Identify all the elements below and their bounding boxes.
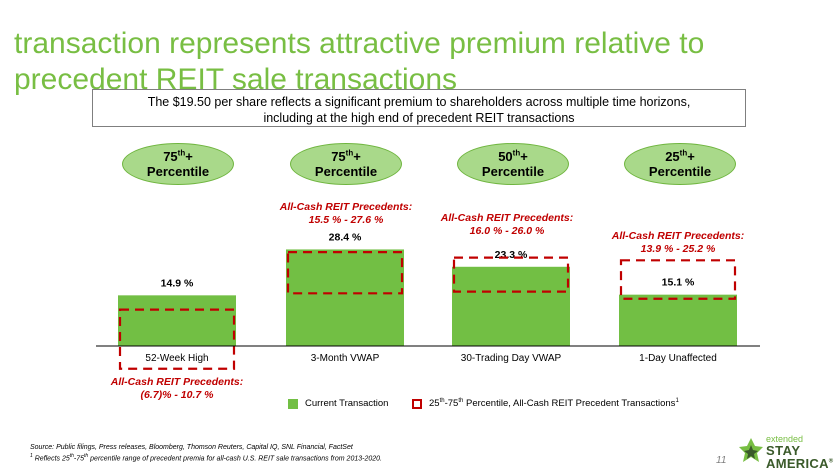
- precedent-range-box: [619, 259, 737, 300]
- precedent-range-box: [286, 251, 404, 295]
- pill-label: Percentile: [481, 164, 545, 179]
- logo-leaf-icon: [739, 438, 763, 462]
- pill-label: Percentile: [314, 164, 378, 179]
- pill-rank: 75: [331, 149, 346, 164]
- legend-range-label: 25th-75th Percentile, All-Cash REIT Prec…: [429, 398, 679, 409]
- percentile-pill-52-week-high: 75th+ Percentile: [122, 143, 234, 185]
- bar-value-label: 28.4 %: [329, 231, 362, 243]
- logo-registered-mark: ®: [828, 458, 834, 465]
- percentile-pill-30-day-vwap: 50th+ Percentile: [457, 143, 569, 185]
- category-label: 30-Trading Day VWAP: [461, 353, 562, 364]
- pill-plus: +: [687, 149, 695, 164]
- footnote-pre: Reflects 25: [32, 455, 70, 463]
- extended-stay-america-logo: extended STAY AMERICA®: [738, 432, 838, 472]
- logo-extended: extended: [766, 434, 804, 444]
- precedent-title: All-Cash REIT Precedents:: [279, 201, 413, 213]
- percentile-pill-3-month-vwap: 75th+ Percentile: [290, 143, 402, 185]
- logo-america-text: AMERICA: [766, 456, 829, 471]
- pill-label: Percentile: [146, 164, 210, 179]
- bar-value-label: 23.3 %: [495, 249, 528, 261]
- precedent-title: All-Cash REIT Precedents:: [110, 376, 244, 388]
- pill-plus: +: [353, 149, 361, 164]
- pill-suffix: th: [345, 148, 354, 158]
- legend-precedent-range: 25th-75th Percentile, All-Cash REIT Prec…: [412, 398, 679, 409]
- precedent-label-52-week-high: All-Cash REIT Precedents: (6.7)% - 10.7 …: [92, 376, 262, 402]
- pill-suffix: th: [177, 148, 186, 158]
- precedent-title: All-Cash REIT Precedents:: [440, 212, 574, 224]
- bar-current-transaction: [452, 266, 570, 346]
- footnote-marker: 1: [30, 453, 33, 459]
- pill-suffix: th: [512, 148, 521, 158]
- pill-label: Percentile: [648, 164, 712, 179]
- source-line: Source: Public filings, Press releases, …: [30, 444, 353, 451]
- page-title: transaction represents attractive premiu…: [14, 27, 705, 97]
- footnote-sup1: th: [69, 453, 74, 459]
- pill-plus: +: [520, 149, 528, 164]
- footnote-mid: -75: [73, 455, 85, 463]
- bar-current-transaction: [619, 294, 737, 346]
- legend-range-sup1: th: [439, 398, 445, 404]
- precedent-label-3-month-vwap: All-Cash REIT Precedents: 15.5 % - 27.6 …: [261, 201, 431, 227]
- premium-summary-callout: The $19.50 per share reflects a signific…: [92, 89, 746, 127]
- pill-suffix: th: [679, 148, 688, 158]
- category-label: 1-Day Unaffected: [639, 353, 717, 364]
- footnote-post: percentile range of precedent premia for…: [88, 455, 382, 463]
- legend-range-sup2: th: [458, 398, 464, 404]
- bar-current-transaction: [286, 249, 404, 346]
- bar-current-transaction: [118, 295, 236, 346]
- legend-range-mid: -75: [444, 398, 459, 410]
- pill-rank: 25: [665, 149, 680, 164]
- source-footnote: Source: Public filings, Press releases, …: [30, 443, 382, 463]
- callout-line-2: including at the high end of precedent R…: [263, 111, 575, 125]
- precedent-range: (6.7)% - 10.7 %: [140, 389, 214, 401]
- legend-swatch-dashed-red: [412, 398, 422, 409]
- legend-range-pre: 25: [429, 398, 440, 410]
- percentile-pill-1-day-unaffected: 25th+ Percentile: [624, 143, 736, 185]
- footnote-line: 1 Reflects 25th-75th percentile range of…: [30, 452, 382, 463]
- legend-swatch-green: [288, 398, 298, 409]
- precedent-range-box: [452, 256, 570, 293]
- footnote-sup2: th: [84, 453, 89, 459]
- legend-range-note: 1: [675, 398, 679, 404]
- precedent-range-box: [118, 308, 236, 370]
- precedent-range: 16.0 % - 26.0 %: [469, 225, 545, 237]
- page-number: 11: [716, 455, 727, 466]
- category-label: 3-Month VWAP: [311, 353, 380, 364]
- precedent-range: 13.9 % - 25.2 %: [640, 243, 716, 255]
- precedent-range: 15.5 % - 27.6 %: [308, 214, 384, 226]
- legend-current-label: Current Transaction: [305, 398, 389, 409]
- bar-value-label: 14.9 %: [161, 277, 194, 289]
- precedent-title: All-Cash REIT Precedents:: [611, 230, 745, 242]
- pill-rank: 75: [163, 149, 178, 164]
- legend-range-post: Percentile, All-Cash REIT Precedent Tran…: [463, 398, 676, 410]
- category-label: 52-Week High: [145, 353, 208, 364]
- legend-current-transaction: Current Transaction: [288, 398, 388, 409]
- precedent-label-30-day-vwap: All-Cash REIT Precedents: 16.0 % - 26.0 …: [422, 212, 592, 238]
- logo-america: AMERICA®: [766, 456, 834, 471]
- callout-line-1: The $19.50 per share reflects a signific…: [147, 95, 691, 109]
- logo-stay: STAY: [766, 443, 801, 458]
- pill-rank: 50: [498, 149, 513, 164]
- pill-plus: +: [185, 149, 193, 164]
- bar-value-label: 15.1 %: [662, 277, 695, 289]
- precedent-label-1-day-unaffected: All-Cash REIT Precedents: 13.9 % - 25.2 …: [593, 230, 763, 256]
